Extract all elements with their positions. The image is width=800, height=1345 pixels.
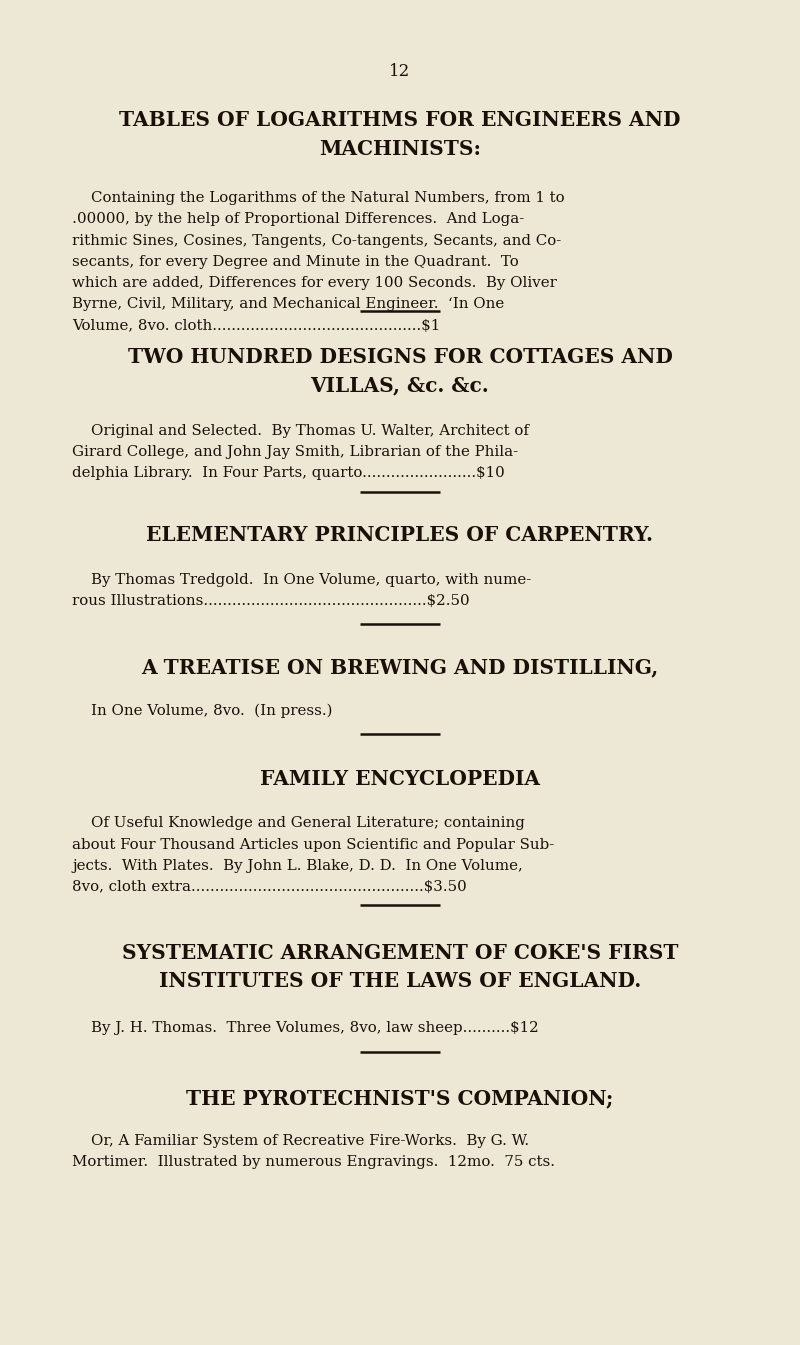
Text: Containing the Logarithms of the Natural Numbers, from 1 to: Containing the Logarithms of the Natural… [72,191,565,204]
Text: which are added, Differences for every 100 Seconds.  By Oliver: which are added, Differences for every 1… [72,276,557,291]
Text: 12: 12 [390,63,410,81]
Text: rous Illustrations...............................................$2.50: rous Illustrations......................… [72,594,470,608]
Text: Volume, 8vo. cloth............................................$1: Volume, 8vo. cloth......................… [72,319,440,332]
Text: ELEMENTARY PRINCIPLES OF CARPENTRY.: ELEMENTARY PRINCIPLES OF CARPENTRY. [146,525,654,545]
Text: secants, for every Degree and Minute in the Quadrant.  To: secants, for every Degree and Minute in … [72,256,518,269]
Text: By J. H. Thomas.  Three Volumes, 8vo, law sheep..........$12: By J. H. Thomas. Three Volumes, 8vo, law… [72,1021,538,1034]
Text: jects.  With Plates.  By John L. Blake, D. D.  In One Volume,: jects. With Plates. By John L. Blake, D.… [72,859,522,873]
Text: By Thomas Tredgold.  In One Volume, quarto, with nume-: By Thomas Tredgold. In One Volume, quart… [72,573,531,586]
Text: about Four Thousand Articles upon Scientific and Popular Sub-: about Four Thousand Articles upon Scient… [72,838,554,851]
Text: Mortimer.  Illustrated by numerous Engravings.  12mo.  75 cts.: Mortimer. Illustrated by numerous Engrav… [72,1155,555,1169]
Text: rithmic Sines, Cosines, Tangents, Co-tangents, Secants, and Co-: rithmic Sines, Cosines, Tangents, Co-tan… [72,234,562,247]
Text: SYSTEMATIC ARRANGEMENT OF COKE'S FIRST: SYSTEMATIC ARRANGEMENT OF COKE'S FIRST [122,943,678,963]
Text: delphia Library.  In Four Parts, quarto........................$10: delphia Library. In Four Parts, quarto..… [72,467,505,480]
Text: A TREATISE ON BREWING AND DISTILLING,: A TREATISE ON BREWING AND DISTILLING, [142,658,658,678]
Text: TWO HUNDRED DESIGNS FOR COTTAGES AND: TWO HUNDRED DESIGNS FOR COTTAGES AND [127,347,673,367]
Text: Or, A Familiar System of Recreative Fire-Works.  By G. W.: Or, A Familiar System of Recreative Fire… [72,1134,529,1147]
Text: TABLES OF LOGARITHMS FOR ENGINEERS AND: TABLES OF LOGARITHMS FOR ENGINEERS AND [119,110,681,130]
Text: Byrne, Civil, Military, and Mechanical Engineer.  ʻIn One: Byrne, Civil, Military, and Mechanical E… [72,297,504,312]
Text: VILLAS, &c. &c.: VILLAS, &c. &c. [310,375,490,395]
Text: Girard College, and John Jay Smith, Librarian of the Phila-: Girard College, and John Jay Smith, Libr… [72,445,518,459]
Text: 8vo, cloth extra.................................................$3.50: 8vo, cloth extra........................… [72,881,466,894]
Text: In One Volume, 8vo.  (In press.): In One Volume, 8vo. (In press.) [72,703,332,718]
Text: ․00000, by the help of Proportional Differences.  And Loga-: ․00000, by the help of Proportional Diff… [72,213,524,226]
Text: FAMILY ENCYCLOPEDIA: FAMILY ENCYCLOPEDIA [260,769,540,790]
Text: THE PYROTECHNIST'S COMPANION;: THE PYROTECHNIST'S COMPANION; [186,1088,614,1108]
Text: INSTITUTES OF THE LAWS OF ENGLAND.: INSTITUTES OF THE LAWS OF ENGLAND. [159,971,641,991]
Text: Of Useful Knowledge and General Literature; containing: Of Useful Knowledge and General Literatu… [72,816,525,830]
Text: MACHINISTS:: MACHINISTS: [319,139,481,159]
Text: Original and Selected.  By Thomas U. Walter, Architect of: Original and Selected. By Thomas U. Walt… [72,424,529,437]
